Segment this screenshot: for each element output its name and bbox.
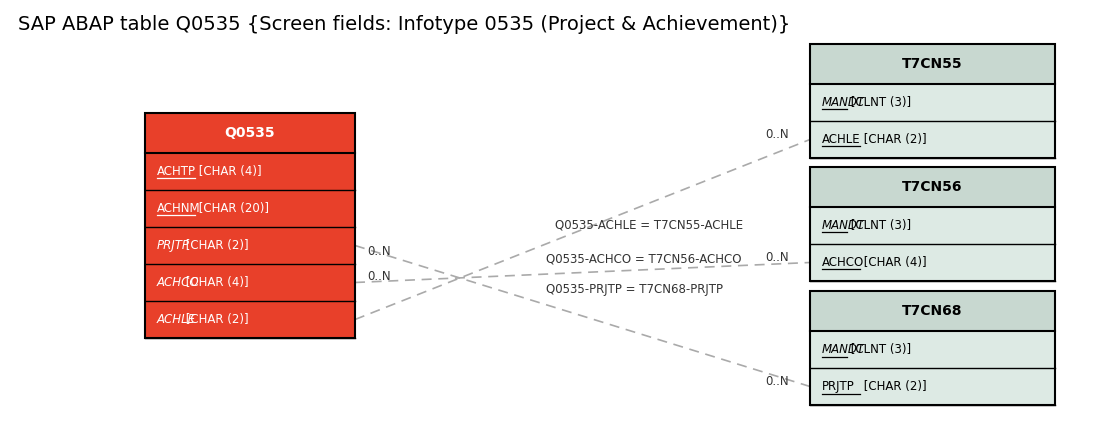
Bar bbox=[810, 84, 1055, 121]
Text: Q0535: Q0535 bbox=[225, 126, 275, 140]
Bar bbox=[810, 368, 1055, 405]
Bar bbox=[810, 44, 1055, 158]
Bar bbox=[145, 113, 355, 153]
Bar bbox=[810, 291, 1055, 331]
Bar bbox=[810, 167, 1055, 207]
Text: PRJTP: PRJTP bbox=[157, 239, 190, 252]
Text: ACHCO: ACHCO bbox=[157, 276, 199, 289]
Bar bbox=[145, 227, 355, 264]
Text: Q0535-ACHLE = T7CN55-ACHLE: Q0535-ACHLE = T7CN55-ACHLE bbox=[555, 218, 743, 231]
Text: ACHTP: ACHTP bbox=[157, 165, 196, 178]
Bar bbox=[145, 153, 355, 190]
Text: [CHAR (2)]: [CHAR (2)] bbox=[860, 133, 927, 146]
Text: [CHAR (4)]: [CHAR (4)] bbox=[181, 276, 248, 289]
Text: ACHNM: ACHNM bbox=[157, 202, 200, 215]
Text: ACHCO: ACHCO bbox=[823, 256, 865, 269]
Text: T7CN68: T7CN68 bbox=[903, 304, 963, 318]
Bar bbox=[145, 190, 355, 227]
Text: [CHAR (20)]: [CHAR (20)] bbox=[195, 202, 269, 215]
Text: [CHAR (2)]: [CHAR (2)] bbox=[181, 313, 248, 326]
Text: ACHLE: ACHLE bbox=[157, 313, 196, 326]
Bar bbox=[810, 331, 1055, 368]
Bar bbox=[810, 291, 1055, 405]
Text: 0..N: 0..N bbox=[765, 128, 789, 141]
Text: [CHAR (2)]: [CHAR (2)] bbox=[181, 239, 248, 252]
Text: [CLNT (3)]: [CLNT (3)] bbox=[847, 96, 910, 109]
Text: ACHLE: ACHLE bbox=[823, 133, 860, 146]
Bar bbox=[810, 207, 1055, 244]
Text: MANDT: MANDT bbox=[823, 219, 865, 232]
Text: [CLNT (3)]: [CLNT (3)] bbox=[847, 343, 910, 356]
Text: Q0535-PRJTP = T7CN68-PRJTP: Q0535-PRJTP = T7CN68-PRJTP bbox=[546, 283, 723, 296]
Text: 0..N: 0..N bbox=[765, 375, 789, 388]
Text: [CHAR (2)]: [CHAR (2)] bbox=[860, 380, 927, 393]
Bar bbox=[810, 167, 1055, 281]
Bar bbox=[810, 44, 1055, 84]
Text: T7CN55: T7CN55 bbox=[903, 57, 963, 71]
Bar bbox=[145, 264, 355, 301]
Text: PRJTP: PRJTP bbox=[823, 380, 855, 393]
Text: MANDT: MANDT bbox=[823, 343, 865, 356]
Text: 0..N: 0..N bbox=[367, 245, 391, 258]
Text: Q0535-ACHCO = T7CN56-ACHCO: Q0535-ACHCO = T7CN56-ACHCO bbox=[546, 252, 741, 265]
Text: SAP ABAP table Q0535 {Screen fields: Infotype 0535 (Project & Achievement)}: SAP ABAP table Q0535 {Screen fields: Inf… bbox=[18, 15, 790, 34]
Text: [CHAR (4)]: [CHAR (4)] bbox=[860, 256, 927, 269]
Bar bbox=[810, 244, 1055, 281]
Bar bbox=[810, 121, 1055, 158]
Text: T7CN56: T7CN56 bbox=[903, 180, 963, 194]
Text: [CHAR (4)]: [CHAR (4)] bbox=[195, 165, 262, 178]
Bar bbox=[145, 113, 355, 338]
Text: MANDT: MANDT bbox=[823, 96, 865, 109]
Text: 0..N: 0..N bbox=[765, 251, 789, 264]
Text: [CLNT (3)]: [CLNT (3)] bbox=[847, 219, 910, 232]
Bar bbox=[145, 301, 355, 338]
Text: 0..N: 0..N bbox=[367, 270, 391, 283]
